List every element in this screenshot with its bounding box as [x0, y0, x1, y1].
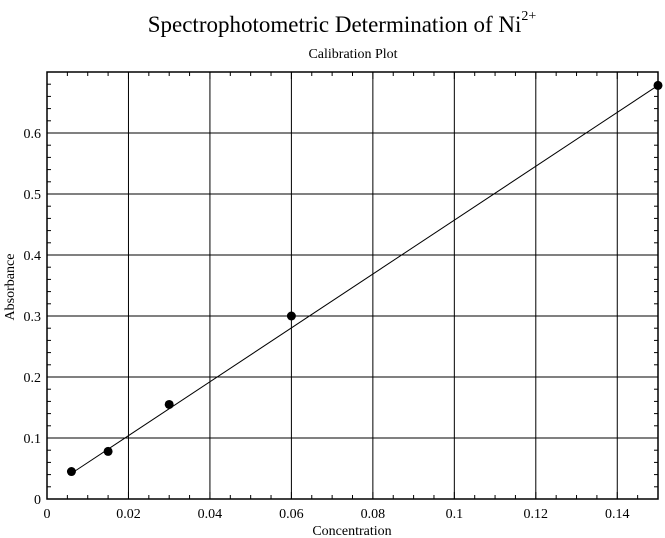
x-tick-label: 0.1	[446, 507, 464, 522]
x-tick-label: 0.04	[198, 507, 223, 522]
data-points	[66, 80, 663, 477]
x-tick-label: 0	[44, 507, 51, 522]
x-tick-label: 0.06	[279, 507, 304, 522]
chart-subtitle: Calibration Plot	[308, 47, 397, 62]
chart-title: Spectrophotometric Determination of Ni2+	[148, 9, 537, 37]
y-tick-label: 0.1	[24, 432, 42, 447]
y-tick-label: 0.2	[24, 371, 42, 386]
y-tick-label: 0	[34, 493, 41, 508]
fit-line	[71, 85, 659, 474]
x-tick-label: 0.02	[116, 507, 141, 522]
chart-title-superscript: 2+	[521, 9, 536, 24]
plot-area-frame	[46, 71, 659, 500]
data-point	[66, 467, 76, 477]
data-point	[164, 399, 174, 409]
y-tick-label: 0.4	[24, 249, 42, 264]
x-axis-label: Concentration	[312, 524, 391, 538]
data-point	[103, 446, 113, 456]
y-tick-label: 0.3	[24, 310, 42, 325]
chart-title-main: Spectrophotometric Determination of Ni	[148, 12, 522, 37]
y-axis-label: Absorbance	[3, 254, 18, 321]
axis-ticks	[46, 71, 659, 500]
x-tick-label: 0.08	[361, 507, 386, 522]
grid-lines	[47, 72, 658, 499]
y-tick-label: 0.6	[24, 127, 42, 142]
tick-labels: 0 0.02 0.04 0.06 0.08 0.1 0.12 0.14 0 0.1 0.2 0.3 0.…	[24, 127, 630, 522]
x-tick-label: 0.12	[524, 507, 549, 522]
x-tick-label: 0.14	[605, 507, 630, 522]
fit-line-layer	[71, 85, 659, 474]
y-tick-label: 0.5	[24, 188, 42, 203]
data-point	[286, 311, 296, 321]
